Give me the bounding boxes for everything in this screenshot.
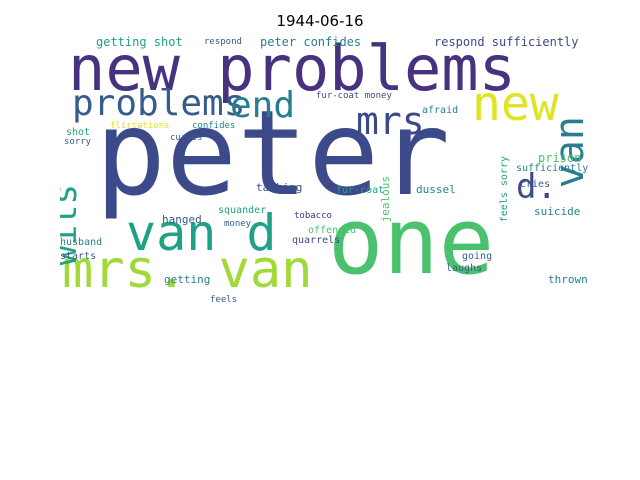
cloud-word: respond sufficiently <box>434 36 579 49</box>
cloud-word: mrs. <box>356 99 448 143</box>
cloud-word: afraid <box>422 105 459 116</box>
cloud-word: getting shot <box>96 36 183 49</box>
cloud-word: jealous <box>379 176 392 223</box>
cloud-word: hanged <box>162 213 202 226</box>
cloud-word: sufficiently <box>516 163 589 174</box>
cloud-word: flirtations <box>110 121 170 131</box>
cloud-word: fur-coat <box>336 185 385 196</box>
cloud-word: getting <box>164 273 211 286</box>
cloud-word: suicide <box>534 205 581 218</box>
cloud-word: feels sorry <box>499 156 510 223</box>
cloud-word: tobacco <box>294 211 332 221</box>
word-cloud: peter one new problems mrs. van van d new prob… <box>60 36 600 306</box>
cloud-word: husband <box>60 237 103 248</box>
cloud-word: respond <box>204 37 242 47</box>
cloud-word: money <box>224 219 252 229</box>
cloud-word: going <box>462 251 493 262</box>
cloud-word: quarrels <box>292 235 341 246</box>
cloud-word: fur-coat money <box>316 91 392 101</box>
cloud-word: talking <box>256 181 303 194</box>
cloud-word: laughs <box>446 263 483 274</box>
cloud-word: squander <box>218 205 267 216</box>
cloud-word: prison <box>538 151 582 165</box>
cloud-word: confides <box>192 121 236 131</box>
page-title: 1944-06-16 <box>276 12 364 30</box>
cloud-word: van d <box>126 204 277 262</box>
cloud-word: sorry <box>64 137 92 147</box>
cloud-word: end <box>230 85 296 126</box>
cloud-word: cries <box>520 179 551 190</box>
cloud-word: one <box>328 188 495 295</box>
cloud-word: starts <box>60 251 97 262</box>
cloud-word: thrown <box>548 273 588 286</box>
cloud-word: shot <box>66 127 91 138</box>
cloud-word: problems <box>72 83 246 124</box>
cloud-word: dussel <box>416 183 456 196</box>
cloud-word: new problems <box>68 36 516 105</box>
cloud-word: new <box>472 76 559 132</box>
cloud-word: curses <box>170 133 203 143</box>
cloud-word: feels <box>210 295 238 305</box>
cloud-word: d. <box>516 167 557 207</box>
cloud-word: peter confides <box>260 36 362 49</box>
cloud-word: offended <box>308 225 357 236</box>
cloud-word: mrs. van <box>62 240 313 300</box>
cloud-word: peter <box>95 84 451 222</box>
